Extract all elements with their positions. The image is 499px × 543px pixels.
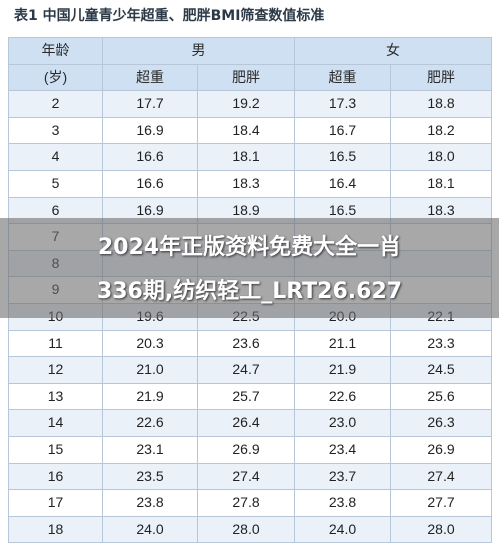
female-obese-cell: 26.3 [390,409,492,437]
header-row-category: (岁) 超重 肥胖 超重 肥胖 [8,63,492,92]
age-cell: 15 [8,435,103,464]
female-overweight-cell: 16.4 [294,169,391,198]
age-cell: 16 [8,462,103,491]
table-row: 14 22.6 26.4 23.0 26.3 [8,409,492,437]
male-obese-cell: 27.8 [197,489,295,517]
age-cell: 4 [8,143,103,171]
male-overweight-cell: 21.0 [102,356,198,384]
table-row: 17 23.8 27.8 23.8 27.7 [8,489,492,517]
table-row: 11 20.3 23.6 21.1 23.3 [8,329,492,358]
female-header: 女 [294,37,492,65]
table-row: 4 16.6 18.1 16.5 18.0 [8,143,492,171]
male-obese-cell: 28.0 [197,515,295,543]
male-obese-cell: 26.9 [197,435,295,464]
male-obese-cell: 27.4 [197,462,295,491]
watermark-overlay [0,218,499,318]
male-overweight-header: 超重 [102,63,198,92]
header-row-gender: 年龄 男 女 [8,37,492,65]
table-row: 15 23.1 26.9 23.4 26.9 [8,435,492,464]
female-overweight-cell: 21.1 [294,329,391,358]
male-overweight-cell: 21.9 [102,382,198,411]
female-obese-cell: 23.3 [390,329,492,358]
female-obese-cell: 28.0 [390,515,492,543]
male-overweight-cell: 23.1 [102,435,198,464]
female-overweight-cell: 23.7 [294,462,391,491]
table-title: 表1 中国儿童青少年超重、肥胖BMI筛查数值标准 [14,8,325,24]
female-obese-cell: 27.7 [390,489,492,517]
female-overweight-cell: 16.5 [294,143,391,171]
male-overweight-cell: 20.3 [102,329,198,358]
age-cell: 12 [8,356,103,384]
female-obese-cell: 27.4 [390,462,492,491]
age-cell: 14 [8,409,103,437]
table-row: 18 24.0 28.0 24.0 28.0 [8,515,492,543]
male-overweight-cell: 24.0 [102,515,198,543]
male-overweight-cell: 22.6 [102,409,198,437]
male-obese-cell: 25.7 [197,382,295,411]
female-overweight-cell: 16.7 [294,116,391,145]
table-row: 3 16.9 18.4 16.7 18.2 [8,116,492,145]
female-overweight-cell: 23.4 [294,435,391,464]
age-cell: 13 [8,382,103,411]
male-overweight-cell: 17.7 [102,90,198,118]
female-overweight-cell: 23.0 [294,409,391,437]
female-overweight-cell: 21.9 [294,356,391,384]
male-obese-cell: 18.3 [197,169,295,198]
male-obese-cell: 23.6 [197,329,295,358]
table-row: 12 21.0 24.7 21.9 24.5 [8,356,492,384]
age-cell: 2 [8,90,103,118]
female-obese-cell: 25.6 [390,382,492,411]
male-overweight-cell: 16.6 [102,169,198,198]
age-unit-header: (岁) [8,63,103,92]
table-row: 16 23.5 27.4 23.7 27.4 [8,462,492,491]
age-cell: 17 [8,489,103,517]
male-obese-cell: 24.7 [197,356,295,384]
female-obese-cell: 18.0 [390,143,492,171]
age-cell: 18 [8,515,103,543]
male-obese-cell: 26.4 [197,409,295,437]
female-overweight-cell: 22.6 [294,382,391,411]
male-overweight-cell: 16.6 [102,143,198,171]
female-obese-cell: 18.8 [390,90,492,118]
male-header: 男 [102,37,295,65]
male-obese-cell: 18.1 [197,143,295,171]
table-row: 13 21.9 25.7 22.6 25.6 [8,382,492,411]
age-cell: 5 [8,169,103,198]
female-obese-cell: 18.1 [390,169,492,198]
age-cell: 11 [8,329,103,358]
male-overweight-cell: 16.9 [102,116,198,145]
age-cell: 3 [8,116,103,145]
table-row: 5 16.6 18.3 16.4 18.1 [8,169,492,198]
female-overweight-cell: 23.8 [294,489,391,517]
female-obese-cell: 24.5 [390,356,492,384]
female-obese-cell: 26.9 [390,435,492,464]
male-obese-cell: 19.2 [197,90,295,118]
female-overweight-header: 超重 [294,63,391,92]
age-header: 年龄 [8,37,103,65]
table-row: 2 17.7 19.2 17.3 18.8 [8,90,492,118]
male-obese-cell: 18.4 [197,116,295,145]
overlay-caption-line1: 2024年正版资料免费大全一肖 [97,235,402,260]
overlay-caption-line2: 336期,纺织轻工_LRT26.627 [96,279,403,304]
female-overweight-cell: 24.0 [294,515,391,543]
female-obese-header: 肥胖 [390,63,492,92]
female-overweight-cell: 17.3 [294,90,391,118]
male-overweight-cell: 23.8 [102,489,198,517]
male-obese-header: 肥胖 [197,63,295,92]
male-overweight-cell: 23.5 [102,462,198,491]
female-obese-cell: 18.2 [390,116,492,145]
